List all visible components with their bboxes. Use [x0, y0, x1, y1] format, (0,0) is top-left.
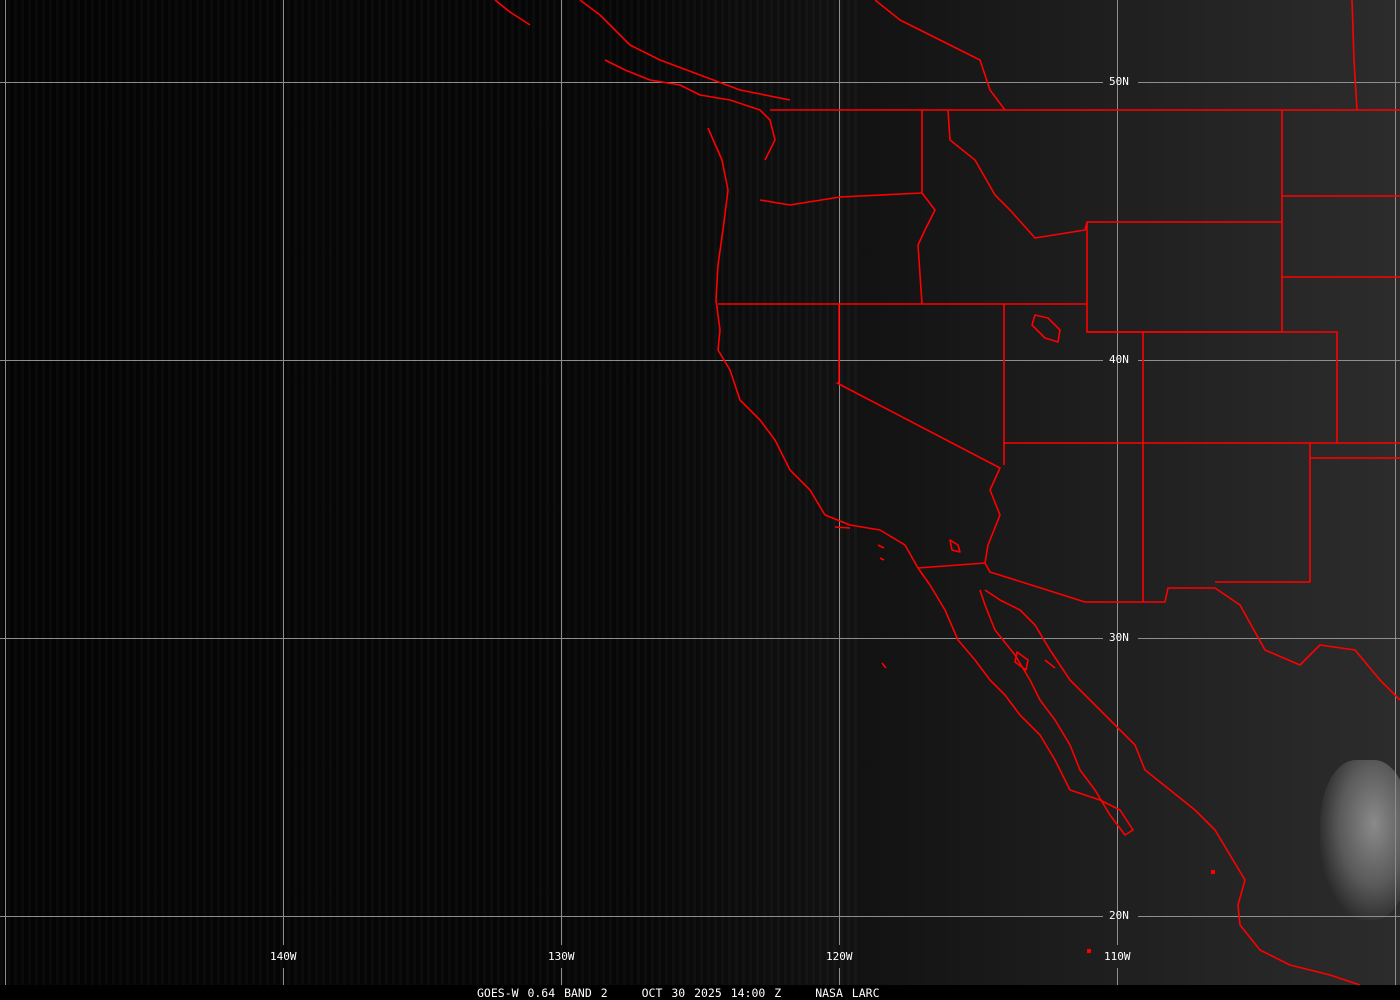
channel-islands	[834, 526, 885, 561]
utah	[1087, 331, 1144, 602]
lon-label-130w: 130W	[548, 950, 575, 963]
salton-sea	[949, 539, 961, 553]
caption-product: GOES-W 0.64 BAND 2	[477, 986, 608, 1000]
caption-bar	[0, 985, 1400, 1000]
cloud-patch	[1320, 760, 1400, 920]
bc-coast	[579, 0, 791, 101]
id-mt-border	[947, 109, 1088, 239]
great-salt-lake	[1031, 314, 1061, 343]
fire-hotspot	[1211, 870, 1215, 874]
lon-label-140w: 140W	[270, 950, 297, 963]
mexico-mainland-coast	[984, 589, 1361, 986]
colorado	[1143, 331, 1338, 443]
scan-stripes	[0, 0, 860, 985]
lon-label-110w: 110W	[1104, 950, 1131, 963]
lat-label-30n: 30N	[1109, 631, 1129, 644]
caption-datetime: OCT 30 2025 14:00 Z	[641, 986, 782, 1000]
baja-west-coast	[917, 567, 1134, 836]
us-mexico-border	[917, 562, 1400, 701]
wa-or-border	[759, 192, 923, 206]
lat-label-40n: 40N	[1109, 353, 1129, 366]
or-id-border	[917, 192, 936, 305]
caption: GOES-W 0.64 BAND 2 OCT 30 2025 14:00 Z NAS…	[477, 986, 914, 1000]
caption-source: NASA LARC	[815, 986, 880, 1000]
us-west-coast	[707, 127, 919, 569]
lat-label-20n: 20N	[1109, 909, 1129, 922]
wyoming	[1086, 221, 1283, 333]
manitoba-border	[1351, 0, 1358, 111]
fire-hotspot	[1087, 949, 1091, 953]
dakotas	[1282, 195, 1400, 278]
lat-label-50n: 50N	[1109, 75, 1129, 88]
vancouver-island	[494, 0, 776, 161]
new-mexico-east	[1215, 443, 1311, 583]
guadalupe-island	[881, 662, 887, 669]
ca-nv-border	[836, 304, 1001, 564]
tiburon-island	[1014, 651, 1056, 671]
lon-label-120w: 120W	[826, 950, 853, 963]
canada-border-east	[874, 0, 1006, 111]
borders	[494, 0, 1400, 986]
